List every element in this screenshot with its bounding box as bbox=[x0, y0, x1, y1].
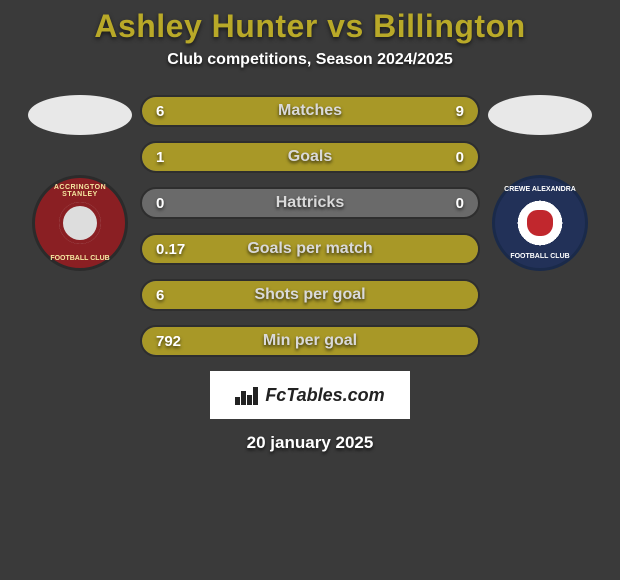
watermark-text: FcTables.com bbox=[265, 385, 384, 406]
club-crest-right: CREWE ALEXANDRA FOOTBALL CLUB bbox=[492, 175, 588, 271]
comparison-card: Ashley Hunter vs Billington Club competi… bbox=[0, 0, 620, 453]
date-line: 20 january 2025 bbox=[247, 433, 374, 453]
crest-right-text-top: CREWE ALEXANDRA bbox=[495, 186, 585, 193]
club-crest-left: ACCRINGTON STANLEY FOOTBALL CLUB bbox=[32, 175, 128, 271]
stat-bar: Goals per match0.17 bbox=[140, 233, 480, 265]
crest-left-text-top: ACCRINGTON STANLEY bbox=[35, 184, 125, 198]
stat-bar: Hattricks0 0 bbox=[140, 187, 480, 219]
stat-bar: Min per goal792 bbox=[140, 325, 480, 357]
crest-right-text-bottom: FOOTBALL CLUB bbox=[495, 253, 585, 260]
stat-fill-left bbox=[142, 281, 478, 309]
stat-fill-left bbox=[142, 327, 478, 355]
stat-fill-right bbox=[404, 143, 478, 171]
stat-value-right: 0 bbox=[456, 195, 464, 212]
stat-value-right: 0 bbox=[456, 149, 464, 166]
player-left-column: ACCRINGTON STANLEY FOOTBALL CLUB bbox=[20, 95, 140, 271]
stat-fill-right bbox=[276, 97, 478, 125]
crest-left-text-bottom: FOOTBALL CLUB bbox=[35, 255, 125, 262]
player-right-column: CREWE ALEXANDRA FOOTBALL CLUB bbox=[480, 95, 600, 271]
stat-value-left: 6 bbox=[156, 103, 164, 120]
watermark: FcTables.com bbox=[210, 371, 410, 419]
stats-bars: Matches69Goals10Hattricks00Goals per mat… bbox=[140, 95, 480, 357]
stat-value-right: 9 bbox=[456, 103, 464, 120]
stat-value-left: 6 bbox=[156, 287, 164, 304]
stat-value-left: 1 bbox=[156, 149, 164, 166]
stat-fill-left bbox=[142, 235, 478, 263]
bar-chart-icon bbox=[235, 385, 259, 405]
stat-fill-left bbox=[142, 143, 404, 171]
stat-label: Hattricks bbox=[142, 194, 478, 212]
stat-value-left: 792 bbox=[156, 333, 181, 350]
page-title: Ashley Hunter vs Billington bbox=[94, 8, 525, 45]
stat-value-left: 0.17 bbox=[156, 241, 185, 258]
stat-bar: Goals10 bbox=[140, 141, 480, 173]
stat-value-left: 0 bbox=[156, 195, 164, 212]
subtitle: Club competitions, Season 2024/2025 bbox=[167, 51, 452, 69]
player-right-avatar bbox=[488, 95, 592, 135]
content-row: ACCRINGTON STANLEY FOOTBALL CLUB Matches… bbox=[0, 95, 620, 357]
lion-icon bbox=[527, 210, 553, 236]
player-left-avatar bbox=[28, 95, 132, 135]
stat-bar: Matches69 bbox=[140, 95, 480, 127]
stat-bar: Shots per goal6 bbox=[140, 279, 480, 311]
